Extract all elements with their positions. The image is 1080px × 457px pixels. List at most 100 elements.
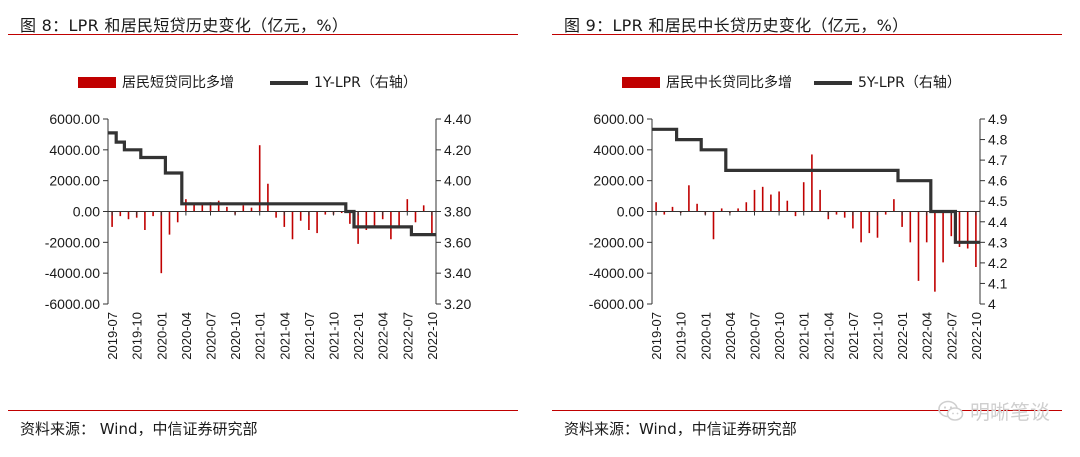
source-divider [8, 410, 518, 411]
left-y-tick-label: 0.00 [73, 204, 100, 220]
right-y-tick-label: 4.5 [988, 193, 1008, 209]
right-y-tick-label: 4.40 [444, 111, 471, 127]
bar [819, 189, 821, 212]
bar [316, 211, 318, 234]
bar [217, 200, 220, 212]
lpr-line [108, 131, 436, 237]
bar [422, 205, 425, 212]
right-y-tick-label: 3.40 [444, 265, 471, 281]
bar [778, 191, 780, 212]
legend-bar-swatch [78, 77, 116, 88]
bar [160, 211, 163, 274]
left-y-tick-label: -4000.00 [589, 265, 644, 281]
right-y-tick-label: 3.80 [444, 204, 471, 220]
figure-9-source: 资料来源：Wind，中信证券研究部 [564, 420, 797, 438]
bar [958, 211, 961, 247]
bar [226, 206, 228, 212]
right-y-tick-label: 4.9 [988, 111, 1008, 127]
x-tick-label: 2022-04 [920, 312, 935, 360]
bar [688, 185, 690, 212]
bar [250, 207, 253, 212]
bar [712, 211, 715, 240]
bar [909, 211, 912, 243]
right-y-tick-label: 4 [988, 296, 996, 312]
bar [398, 211, 400, 227]
bar [901, 211, 903, 227]
x-tick-label: 2019-07 [649, 312, 664, 360]
bar [299, 211, 302, 221]
bar [267, 183, 269, 212]
legend-line-label: 1Y-LPR（右轴） [314, 75, 417, 91]
figure-8-panel: 图 8：LPR 和居民短贷历史变化（亿元，%） 居民短贷同比多增 1Y-LPR（右… [8, 0, 518, 457]
legend-line-label: 5Y-LPR（右轴） [858, 75, 961, 91]
bar [737, 208, 739, 212]
bar [696, 203, 698, 212]
bar [917, 211, 920, 281]
right-y-tick-label: 4.7 [988, 152, 1008, 168]
bar [843, 211, 846, 218]
right-y-tick-label: 3.20 [444, 296, 471, 312]
x-tick-label: 2021-07 [846, 312, 861, 360]
left-y-tick-label: 2000.00 [49, 173, 100, 189]
x-tick-label: 2022-01 [895, 312, 910, 360]
bar [209, 202, 212, 212]
bar [144, 211, 146, 230]
x-tick-label: 2021-01 [797, 312, 812, 360]
bar [152, 211, 154, 217]
bar [975, 211, 977, 267]
bar [275, 211, 277, 218]
bar [119, 211, 122, 217]
bar [852, 211, 854, 229]
bar [373, 211, 376, 227]
right-y-tick-label: 4.1 [988, 275, 1008, 291]
bar [176, 211, 179, 223]
bar [860, 211, 862, 243]
lpr-short-loan-chart: 居民短贷同比多增 1Y-LPR（右轴） 6000.00 4000.00 2000.00 0… [45, 74, 472, 360]
figure-9-title: 图 9：LPR 和居民中长贷历史变化（亿元，%） [564, 16, 909, 35]
x-tick-label: 2019-10 [674, 312, 689, 360]
x-tick-label: 2021-04 [821, 312, 836, 360]
right-y-tick-label: 4.8 [988, 132, 1008, 148]
right-y-tick-label: 4.2 [988, 255, 1008, 271]
bar [893, 199, 895, 212]
bar [802, 182, 805, 212]
legend-bar-swatch [622, 77, 660, 88]
bar [835, 211, 838, 215]
bar [876, 211, 879, 238]
legend-bar-label: 居民短贷同比多增 [122, 74, 234, 91]
x-tick-label: 2019-07 [105, 312, 120, 360]
figure-9-panel: 图 9：LPR 和居民中长贷历史变化（亿元，%） 居民中长贷同比多增 5Y-LPR… [552, 0, 1062, 457]
x-tick-label: 2021-10 [327, 312, 342, 360]
x-tick-label: 2020-07 [204, 312, 219, 360]
left-y-tick-label: 2000.00 [593, 173, 644, 189]
x-tick-label: 2020-01 [154, 312, 169, 360]
bar [431, 211, 433, 235]
bar [753, 189, 756, 212]
chart-legend: 居民中长贷同比多增 5Y-LPR（右轴） [622, 74, 961, 91]
bar [786, 200, 789, 212]
x-tick-label: 2022-04 [376, 312, 391, 360]
bar [720, 208, 723, 212]
left-y-tick-label: -6000.00 [589, 296, 644, 312]
bar [258, 145, 261, 212]
title-divider [552, 34, 1062, 35]
left-y-tick-label: 4000.00 [49, 142, 100, 158]
bar [942, 211, 944, 263]
bar [884, 211, 887, 215]
source-divider [552, 410, 1062, 411]
bar [308, 211, 310, 230]
watermark: 明晰笔谈 [938, 396, 1050, 425]
x-tick-label: 2020-10 [228, 312, 243, 360]
bar [811, 154, 813, 212]
bar [794, 211, 797, 217]
bar [340, 211, 343, 214]
x-tick-label: 2020-07 [748, 312, 763, 360]
right-y-tick-label: 4.3 [988, 234, 1008, 250]
right-y-tick-label: 4.00 [444, 173, 471, 189]
bar [111, 211, 113, 227]
x-tick-label: 2022-01 [351, 312, 366, 360]
left-y-tick-label: 6000.00 [593, 111, 644, 127]
bar [193, 203, 195, 212]
x-tick-label: 2020-04 [179, 312, 194, 360]
figure-8-source: 资料来源： Wind，中信证券研究部 [20, 420, 258, 438]
